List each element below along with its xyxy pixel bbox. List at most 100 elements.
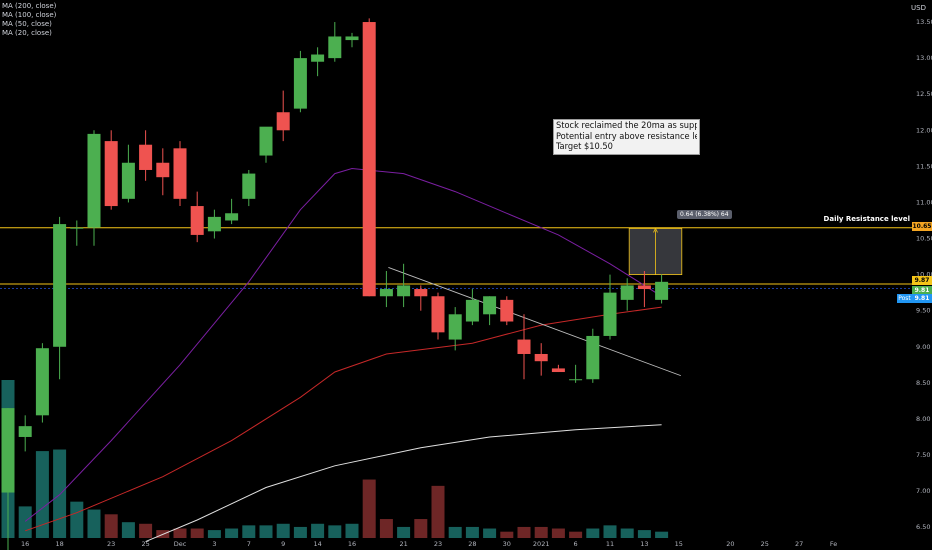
x-tick-label: 25 <box>761 540 769 548</box>
candle-up <box>586 335 600 380</box>
volume-bar <box>139 523 153 538</box>
volume-bar <box>190 528 204 538</box>
resistance-price-tag: 10.65 <box>912 222 932 231</box>
candle-up <box>328 36 342 59</box>
legend-ma100[interactable]: MA (100, close) <box>2 11 57 19</box>
candle-up <box>121 162 135 199</box>
ma50-line <box>25 306 662 532</box>
x-tick-label: 16 <box>21 540 29 548</box>
x-tick-label: 20 <box>726 540 734 548</box>
annotation-line-1: Stock reclaimed the 20ma as support. <box>556 121 697 131</box>
x-tick-label: 7 <box>247 540 251 548</box>
legend-ma50[interactable]: MA (50, close) <box>2 20 52 28</box>
candle-up <box>620 285 634 300</box>
target-arrow-head <box>653 227 658 233</box>
y-tick-label: 7.00 <box>916 487 930 495</box>
y-tick-label: 6.50 <box>916 523 930 531</box>
legend-ma200[interactable]: MA (200, close) <box>2 2 57 10</box>
y-tick-label: 11.50 <box>916 162 932 170</box>
y-tick-label: 7.50 <box>916 451 930 459</box>
candle-down <box>362 22 376 297</box>
y-tick-label: 13.00 <box>916 54 932 62</box>
x-tick-label: 13 <box>640 540 648 548</box>
candle-up <box>483 296 497 315</box>
candle-up <box>225 213 239 221</box>
volume-bar <box>87 509 101 538</box>
volume-bar <box>379 519 393 538</box>
annotation-line-2: Potential entry above resistance level <box>556 131 697 142</box>
volume-bar <box>207 530 221 538</box>
x-tick-label: 15 <box>675 540 683 548</box>
candle-up <box>293 58 307 109</box>
candle-up <box>397 285 411 297</box>
volume-bar <box>569 531 583 538</box>
y-tick-label: 12.00 <box>916 126 932 134</box>
volume-bar <box>53 449 67 538</box>
post-market-badge: Post <box>897 294 912 303</box>
legend-ma20[interactable]: MA (20, close) <box>2 29 52 37</box>
last-price-tag: 9.87 <box>912 276 932 285</box>
x-tick-label: 14 <box>313 540 321 548</box>
x-tick-label: 30 <box>503 540 511 548</box>
candle-down <box>431 296 445 333</box>
candle-up <box>35 348 49 416</box>
candle-down <box>637 285 651 290</box>
indicator-legend: MA (200, close) MA (100, close) MA (50, … <box>2 2 56 38</box>
volume-bar <box>551 528 565 538</box>
x-tick-label: 11 <box>606 540 614 548</box>
y-tick-label: 9.50 <box>916 307 930 315</box>
trendline <box>388 266 681 377</box>
x-tick-label: 18 <box>55 540 63 548</box>
candle-up <box>18 426 32 437</box>
candle-up <box>345 36 359 41</box>
x-tick-label: Fe <box>830 540 837 548</box>
x-tick-label: 25 <box>141 540 149 548</box>
volume-bar <box>465 526 479 538</box>
y-tick-label: 10.50 <box>916 235 932 243</box>
x-tick-label: 6 <box>574 540 578 548</box>
x-tick-label: 2021 <box>533 540 550 548</box>
y-tick-label: 10.00 <box>916 271 932 279</box>
resistance-label: Daily Resistance level <box>823 215 910 223</box>
currency-label: USD <box>911 4 926 12</box>
volume-bar <box>173 528 187 538</box>
volume-bar <box>655 531 669 538</box>
volume-bar <box>104 514 118 538</box>
y-tick-label: 9.00 <box>916 343 930 351</box>
volume-bar <box>637 530 651 538</box>
annotation-note[interactable]: Stock reclaimed the 20ma as support. Pot… <box>553 119 700 155</box>
candle-down <box>500 299 514 322</box>
candle-up <box>207 216 221 232</box>
candle-down <box>551 368 565 373</box>
candle-down <box>414 289 428 297</box>
candle-down <box>190 206 204 235</box>
candle-up <box>311 54 325 62</box>
x-tick-label: 3 <box>212 540 216 548</box>
candle-down <box>534 353 548 362</box>
volume-bar <box>362 479 376 538</box>
volume-bar <box>500 531 514 538</box>
x-tick-label: Dec <box>174 540 187 548</box>
candle-up <box>259 126 273 156</box>
volume-bar <box>603 525 617 538</box>
candle-up <box>70 227 84 229</box>
candle-up <box>1 408 15 493</box>
volume-bar <box>586 528 600 538</box>
volume-bar <box>18 506 32 538</box>
x-tick-label: 27 <box>795 540 803 548</box>
candle-up <box>603 292 617 336</box>
volume-bar <box>259 525 273 538</box>
candle-down <box>156 162 170 178</box>
volume-bar <box>311 523 325 538</box>
volume-bar <box>397 526 411 538</box>
y-tick-label: 12.50 <box>916 90 932 98</box>
volume-bar <box>276 523 290 538</box>
volume-bar <box>448 526 462 538</box>
candle-up <box>242 173 256 199</box>
volume-bar <box>345 523 359 538</box>
y-tick-label: 8.50 <box>916 379 930 387</box>
ma20-line <box>24 167 662 522</box>
volume-bar <box>414 519 428 538</box>
